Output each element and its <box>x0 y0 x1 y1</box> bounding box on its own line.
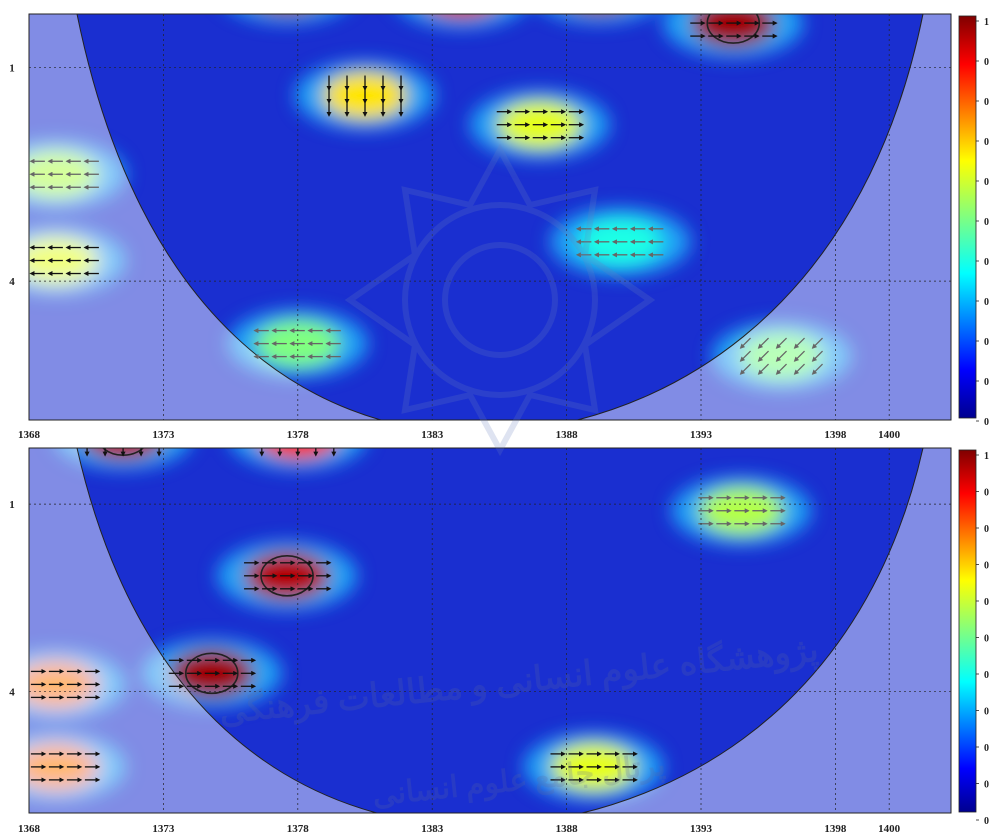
phase-arrow <box>757 337 770 349</box>
phase-arrow <box>775 350 788 362</box>
colorbar-tick-label: 0 <box>984 57 989 68</box>
coherence-blob <box>245 0 329 13</box>
y-tick-label: 1 <box>9 62 15 74</box>
coherence-blob <box>29 236 98 285</box>
colorbar-tick-label: 0 <box>984 743 989 754</box>
phase-arrow <box>811 337 824 349</box>
colorbar-tick-label: 0 <box>984 634 989 645</box>
top-wavelet-panel: 1368 1373 1378 1383 1388 1393 1398 1400 1 4 1 0 0 0 0 0… <box>9 0 989 441</box>
x-tick-label: 1398 <box>824 823 847 835</box>
phase-arrow <box>775 363 788 375</box>
colorbar-tick-label: 1 <box>984 451 989 462</box>
phase-arrow <box>793 363 806 375</box>
phase-arrow <box>811 350 824 362</box>
phase-arrow <box>739 337 752 349</box>
phase-arrow <box>757 350 770 362</box>
x-tick-label: 1373 <box>152 823 175 835</box>
coherence-halo <box>405 14 518 28</box>
x-tick-label: 1378 <box>287 429 310 441</box>
phase-arrow <box>793 337 806 349</box>
cone-of-influence-line <box>76 448 924 813</box>
x-tick-label: 1388 <box>556 823 579 835</box>
colorbar: 1 0 0 0 0 0 0 0 0 0 0 <box>958 15 989 428</box>
x-tick-label: 1378 <box>287 823 310 835</box>
phase-arrows <box>29 20 824 375</box>
colorbar-tick-label: 0 <box>984 297 989 308</box>
y-tick-label: 1 <box>9 499 15 511</box>
watermark-emblem <box>344 143 656 457</box>
x-tick-label: 1368 <box>18 429 41 441</box>
colorbar-tick-label: 0 <box>984 524 989 535</box>
x-tick-label: 1373 <box>152 429 175 441</box>
colorbar-tick-label: 0 <box>984 97 989 108</box>
colorbar-tick-label: 1 <box>984 17 989 28</box>
colorbar-tick-label: 0 <box>984 377 989 388</box>
x-tick-label: 1398 <box>824 429 847 441</box>
x-tick-label: 1400 <box>878 823 901 835</box>
x-tick-label: 1393 <box>690 429 713 441</box>
colorbar-tick-label: 0 <box>984 337 989 348</box>
coherence-blob <box>691 14 776 48</box>
x-tick-label: 1400 <box>878 429 901 441</box>
colorbar-tick-label: 0 <box>984 707 989 718</box>
coherence-halo <box>552 14 646 23</box>
bottom-wavelet-panel: 1368 1373 1378 1383 1388 1393 1398 1400 1 4 1 0 0 0 0 0… <box>9 447 989 835</box>
plot-frame <box>28 447 952 814</box>
significance-contour <box>455 14 468 15</box>
cone-of-influence-shade <box>29 448 951 813</box>
plot-area <box>29 448 951 813</box>
colorbar-gradient <box>958 15 977 419</box>
x-tick-label: 1368 <box>18 823 41 835</box>
colorbar-tick-label: 0 <box>984 257 989 268</box>
colorbar-tick-label: 0 <box>984 217 989 228</box>
coherence-halo <box>240 14 334 23</box>
colorbar-tick-label: 0 <box>984 597 989 608</box>
colorbar-tick-label: 0 <box>984 417 989 428</box>
coherence-blob <box>439 14 485 18</box>
phase-arrow <box>811 363 824 375</box>
colorbar-tick-label: 0 <box>984 177 989 188</box>
cone-of-influence-line <box>76 14 924 420</box>
colorbar-gradient <box>958 449 977 813</box>
grid-lines <box>28 14 951 420</box>
y-tick-label: 4 <box>9 686 15 698</box>
phase-arrow <box>739 363 752 375</box>
coherence-blob <box>557 0 641 13</box>
phase-arrow <box>793 350 806 362</box>
colorbar-tick-label: 0 <box>984 137 989 148</box>
phase-arrow <box>757 363 770 375</box>
x-tick-label: 1393 <box>690 823 713 835</box>
plot-area <box>29 0 951 420</box>
colorbar-tick-label: 0 <box>984 561 989 572</box>
colorbar: 1 0 0 0 0 0 0 0 0 0 0 <box>958 449 989 827</box>
x-tick-label: 1383 <box>421 823 444 835</box>
colorbar-tick-label: 0 <box>984 816 989 827</box>
y-tick-label: 4 <box>9 276 15 288</box>
significance-contour <box>573 0 625 9</box>
significance-contour <box>261 0 313 9</box>
colorbar-tick-label: 0 <box>984 488 989 499</box>
colorbar-tick-label: 0 <box>984 780 989 791</box>
phase-arrow <box>739 350 752 362</box>
plot-frame <box>28 13 952 421</box>
coherence-blob <box>29 150 98 199</box>
x-tick-label: 1383 <box>421 429 444 441</box>
x-tick-label: 1388 <box>556 429 579 441</box>
colorbar-tick-label: 0 <box>984 670 989 681</box>
cone-of-influence-shade <box>29 14 951 420</box>
phase-arrow <box>775 337 788 349</box>
